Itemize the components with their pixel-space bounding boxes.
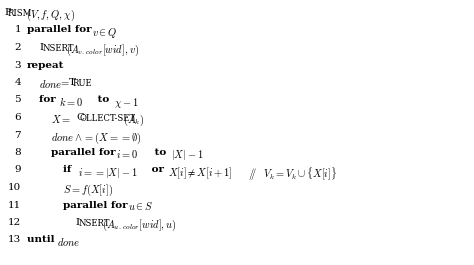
Text: 10: 10 — [8, 183, 21, 192]
Text: parallel for: parallel for — [27, 25, 95, 34]
Text: P: P — [4, 8, 11, 17]
Text: 1: 1 — [14, 25, 21, 34]
Text: parallel for: parallel for — [51, 148, 119, 157]
Text: $|X| - 1$: $|X| - 1$ — [171, 148, 203, 162]
Text: $done$: $done$ — [39, 78, 62, 90]
Text: T: T — [69, 78, 76, 87]
Text: parallel for: parallel for — [63, 201, 131, 210]
Text: $i == |X| - 1$: $i == |X| - 1$ — [78, 166, 137, 179]
Text: $u \in S$: $u \in S$ — [128, 201, 153, 213]
Text: repeat: repeat — [27, 60, 64, 69]
Text: RISM: RISM — [8, 9, 32, 18]
Text: if: if — [63, 166, 75, 174]
Text: NSERT: NSERT — [79, 219, 110, 228]
Text: $V_k = V_k \cup \{X[i]\}$: $V_k = V_k \cup \{X[i]\}$ — [263, 166, 337, 182]
Text: for: for — [39, 95, 59, 104]
Text: $= $: $= $ — [59, 78, 70, 87]
Text: to: to — [94, 95, 113, 104]
Text: $\!\!/\!\!/$: $\!\!/\!\!/$ — [248, 166, 257, 182]
Text: $(A_k)$: $(A_k)$ — [123, 113, 144, 128]
Text: 3: 3 — [14, 60, 21, 69]
Text: NSERT: NSERT — [43, 44, 74, 53]
Text: I: I — [75, 218, 79, 227]
Text: I: I — [39, 43, 43, 52]
Text: $\chi - 1$: $\chi - 1$ — [114, 95, 139, 109]
Text: to: to — [151, 148, 170, 157]
Text: or: or — [148, 166, 168, 174]
Text: $S = f(X[i])$: $S = f(X[i])$ — [63, 183, 113, 198]
Text: $k = 0$: $k = 0$ — [59, 95, 83, 108]
Text: 4: 4 — [14, 78, 21, 87]
Text: $done$: $done$ — [57, 236, 80, 248]
Text: $v \in Q$: $v \in Q$ — [92, 25, 118, 39]
Text: 13: 13 — [8, 236, 21, 245]
Text: RUE: RUE — [73, 79, 92, 88]
Text: until: until — [27, 236, 58, 245]
Text: $i = 0$: $i = 0$ — [116, 148, 138, 160]
Text: 12: 12 — [8, 218, 21, 227]
Text: $X[i] \neq X[i+1]$: $X[i] \neq X[i+1]$ — [168, 166, 232, 181]
Text: 8: 8 — [14, 148, 21, 157]
Text: 7: 7 — [14, 130, 21, 139]
Text: $(V, f, Q, \chi)$: $(V, f, Q, \chi)$ — [27, 8, 75, 23]
Text: OLLECT-SET: OLLECT-SET — [80, 114, 136, 123]
Text: 5: 5 — [14, 95, 21, 104]
Text: $(A_{u.\,color}[wid], u)$: $(A_{u.\,color}[wid], u)$ — [101, 218, 176, 233]
Text: 9: 9 — [14, 166, 21, 174]
Text: $X = $: $X = $ — [51, 113, 71, 125]
Text: 2: 2 — [14, 43, 21, 52]
Text: $(A_{v.\,color}[wid], v)$: $(A_{v.\,color}[wid], v)$ — [65, 43, 138, 58]
Text: 11: 11 — [8, 201, 21, 210]
Text: $done \wedge= (X == \emptyset)$: $done \wedge= (X == \emptyset)$ — [51, 130, 141, 146]
Text: C: C — [76, 113, 84, 122]
Text: 6: 6 — [14, 113, 21, 122]
